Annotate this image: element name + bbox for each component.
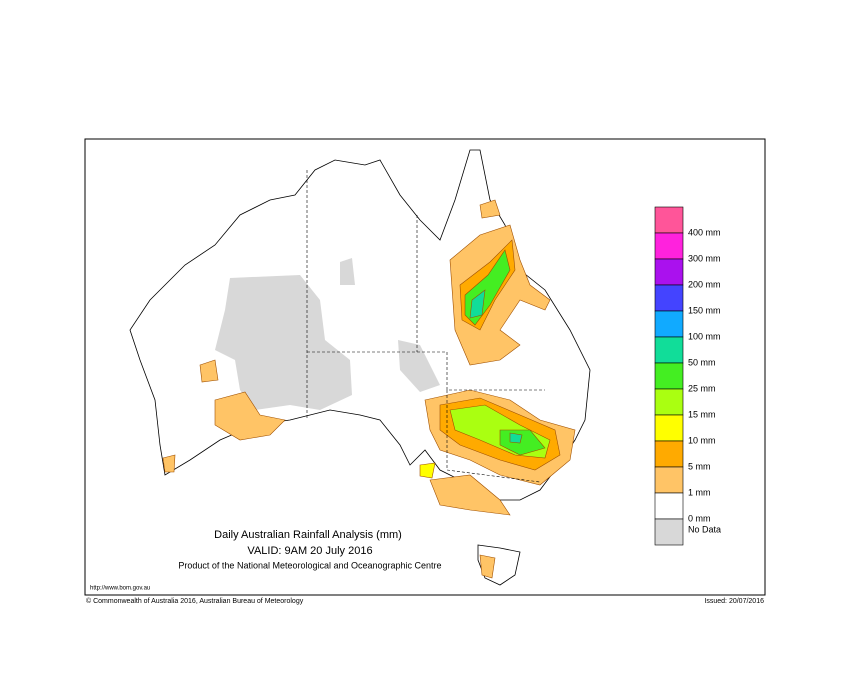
legend-swatch xyxy=(654,232,684,260)
legend-swatch xyxy=(654,388,684,416)
legend-swatch xyxy=(654,518,684,546)
legend-label: 10 mm xyxy=(688,435,716,445)
url: http://www.bom.gov.au xyxy=(90,586,150,592)
legend-swatch xyxy=(654,258,684,286)
legend-label: 300 mm xyxy=(688,253,721,263)
legend-label: 400 mm xyxy=(688,227,721,237)
product-line: Product of the National Meteorological a… xyxy=(178,560,441,570)
legend-swatch xyxy=(654,440,684,468)
legend-swatch xyxy=(654,362,684,390)
legend-label: 5 mm xyxy=(688,461,711,471)
issued: Issued: 20/07/2016 xyxy=(704,598,764,605)
state-borders xyxy=(306,170,545,483)
legend-swatch xyxy=(654,310,684,338)
legend-label: 50 mm xyxy=(688,357,716,367)
valid-time: VALID: 9AM 20 July 2016 xyxy=(247,545,372,557)
legend-label: 1 mm xyxy=(688,487,711,497)
legend-swatch xyxy=(654,414,684,442)
legend: 400 mm 300 mm 200 mm 150 mm 100 mm 50 mm 25 mm… xyxy=(654,206,721,546)
legend-swatch xyxy=(654,284,684,312)
australia xyxy=(129,149,591,586)
no-data xyxy=(215,258,440,410)
legend-swatch xyxy=(654,466,684,494)
rain-areas xyxy=(162,199,576,579)
legend-label: 15 mm xyxy=(688,409,716,419)
copyright: © Commonwealth of Australia 2016, Austra… xyxy=(86,597,304,605)
legend-label: 0 mm xyxy=(688,513,711,523)
legend-swatch xyxy=(654,206,684,234)
legend-swatch xyxy=(654,492,684,520)
map-title: Daily Australian Rainfall Analysis (mm) xyxy=(214,529,402,541)
legend-label: 100 mm xyxy=(688,331,721,341)
legend-swatch xyxy=(654,336,684,364)
legend-label: No Data xyxy=(688,524,721,534)
legend-label: 25 mm xyxy=(688,383,716,393)
legend-label: 150 mm xyxy=(688,305,721,315)
legend-label: 200 mm xyxy=(688,279,721,289)
